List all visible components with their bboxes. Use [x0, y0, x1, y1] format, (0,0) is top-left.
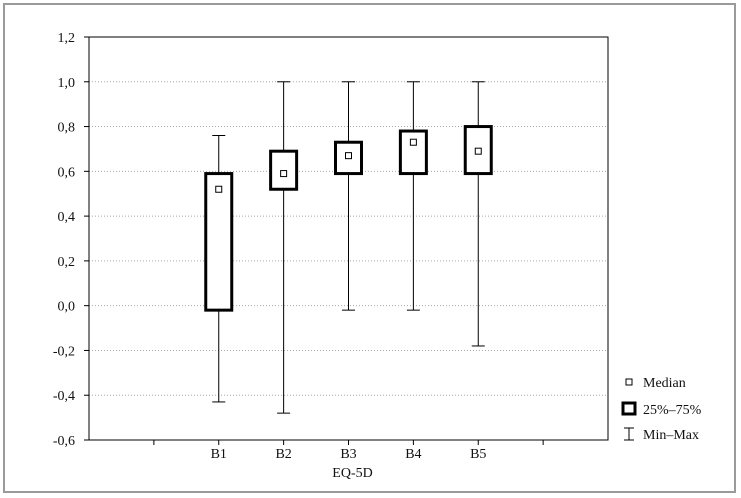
legend-item-box: 25%–75%: [621, 401, 702, 418]
y-tick-label: 0,0: [58, 300, 76, 315]
y-axis: -0,6 -0,4 -0,2 0,0 0,2 0,4 0,6 0,8 1,0 1,2: [53, 31, 89, 449]
y-tick-label: -0,4: [53, 389, 75, 404]
x-tick-label: B4: [405, 447, 421, 462]
box-series: [204, 81, 493, 414]
y-tick-label: 0,6: [58, 165, 76, 180]
x-axis-title: EQ-5D: [332, 466, 372, 481]
y-tick-label: 1,0: [58, 76, 76, 91]
legend-label: Min–Max: [643, 428, 699, 443]
median-marker: [215, 185, 223, 193]
box-b3: [334, 81, 363, 311]
y-tick-label: -0,6: [53, 434, 75, 449]
grid-lines: [89, 81, 608, 396]
x-tick-label: B1: [211, 447, 227, 462]
y-tick-label: 1,2: [58, 31, 76, 46]
iqr-box: [204, 172, 234, 312]
x-tick-label: B2: [275, 447, 291, 462]
chart-frame: [3, 3, 736, 493]
legend: Median 25%–75% Min–Max: [621, 376, 702, 443]
median-marker: [474, 147, 482, 155]
y-tick-label: 0,2: [58, 255, 76, 270]
legend-label: 25%–75%: [643, 403, 702, 418]
median-marker: [409, 138, 417, 146]
legend-item-median: Median: [625, 376, 686, 391]
iqr-box: [398, 129, 428, 176]
y-tick-label: -0,2: [53, 344, 75, 359]
legend-item-whisker: Min–Max: [624, 427, 699, 443]
median-marker: [280, 170, 288, 178]
box-b4: [398, 81, 428, 311]
x-tick-label: B3: [340, 447, 356, 462]
box-b5: [463, 81, 493, 347]
box-b1: [204, 135, 234, 403]
median-marker: [345, 152, 352, 160]
x-tick-label: B5: [470, 447, 486, 462]
legend-box-icon: [621, 401, 637, 416]
box-b2: [269, 81, 299, 414]
x-axis: B1 B2 B3 B4 B5: [153, 440, 544, 462]
legend-median-icon: [625, 378, 633, 386]
y-tick-label: 0,8: [58, 121, 76, 136]
y-tick-label: 0,4: [58, 210, 76, 225]
legend-label: Median: [643, 376, 686, 391]
